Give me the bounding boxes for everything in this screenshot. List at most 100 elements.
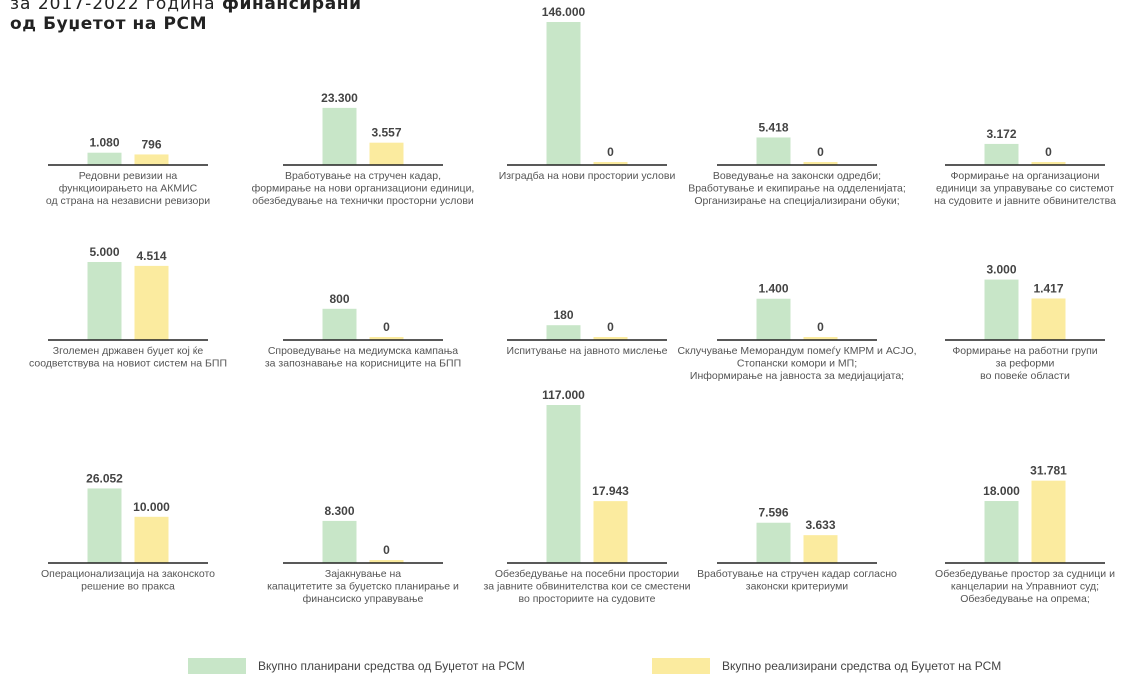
chart-4: 5.418 0 Воведување на законски одредби;Вра…	[688, 120, 906, 207]
value-label-realized-11: 10.000	[133, 500, 170, 514]
chart-11: 26.052 10.000 Операционализација на законс…	[41, 471, 215, 592]
caption-line-6-1: Зголемен државен буџет кој ќе	[53, 345, 204, 357]
bar-realized-9	[803, 337, 838, 340]
header-line1-light: за 2017-2022 година	[10, 0, 222, 14]
legend-swatch-planned	[188, 658, 246, 674]
bar-realized-4	[803, 162, 838, 165]
bar-planned-14	[756, 522, 791, 563]
value-label-planned-11: 26.052	[86, 471, 123, 485]
value-label-realized-12: 0	[383, 543, 390, 557]
value-label-planned-6: 5.000	[89, 245, 119, 259]
bar-planned-2	[322, 107, 357, 165]
value-label-planned-2: 23.300	[321, 91, 358, 105]
value-label-planned-14: 7.596	[758, 506, 788, 520]
bar-planned-9	[756, 298, 791, 340]
caption-line-8-1: Испитување на јавното мислење	[507, 345, 668, 357]
value-label-realized-8: 0	[607, 320, 614, 334]
bar-planned-8	[546, 325, 581, 340]
bar-realized-3	[593, 162, 628, 165]
value-label-planned-10: 3.000	[986, 263, 1016, 277]
bar-realized-11	[134, 516, 169, 563]
bar-planned-7	[322, 308, 357, 340]
caption-line-14-1: Вработување на стручен кадар согласно	[697, 568, 897, 580]
caption-line-7-1: Спроведување на медиумска кампања	[268, 345, 458, 357]
bar-planned-10	[984, 279, 1019, 340]
caption-line-1-2: функциоирањето на АКМИС	[59, 183, 198, 195]
chart-8: 180 0 Испитување на јавното мислење	[507, 308, 668, 357]
value-label-realized-2: 3.557	[371, 126, 401, 140]
caption-line-3-1: Изградба на нови простории услови	[499, 170, 676, 182]
caption-line-14-2: законски критериуми	[746, 581, 849, 593]
caption-line-15-3: Обезбедување на опрема;	[960, 593, 1090, 605]
value-label-realized-13: 17.943	[592, 484, 629, 498]
bar-realized-6	[134, 265, 169, 340]
caption-line-5-1: Формирање на организациони	[950, 170, 1099, 182]
caption-line-15-1: Обезбедување простор за судници и	[935, 568, 1115, 580]
bar-realized-7	[369, 337, 404, 340]
caption-line-4-1: Воведување на законски одредби;	[713, 170, 881, 182]
value-label-realized-1: 796	[141, 137, 161, 151]
bar-realized-2	[369, 142, 404, 165]
caption-line-10-1: Формирање на работни групи	[952, 345, 1097, 357]
bar-planned-12	[322, 520, 357, 563]
bar-planned-13	[546, 405, 581, 563]
bar-planned-3	[546, 22, 581, 165]
charts-canvas: 1.080 796 Редовни ревизии нафункциоирањето…	[29, 5, 1116, 605]
value-label-planned-13: 117.000	[542, 388, 585, 402]
caption-line-9-1: Склучување Меморандум помеѓу КМРМ и АСЈО…	[677, 345, 916, 357]
value-label-planned-9: 1.400	[758, 282, 788, 296]
legend-swatch-realized	[652, 658, 710, 674]
chart-6: 5.000 4.514 Зголемен државен буџет кој ќес…	[29, 245, 227, 370]
caption-line-13-2: за јавните обвинителства кои се сместени	[483, 581, 690, 593]
bar-planned-1	[87, 152, 122, 165]
caption-line-13-3: во просториите на судовите	[518, 593, 655, 605]
legend: Вкупно планирани средства од Буџетот на …	[0, 658, 1122, 680]
caption-line-11-1: Операционализација на законското	[41, 568, 215, 580]
caption-line-5-2: единици за управување со системот	[936, 183, 1114, 195]
header-line2-bold: од Буџетот на РСМ	[10, 14, 208, 34]
chart-13: 117.000 17.943 Обезбедување на посебни про…	[483, 388, 690, 605]
value-label-realized-3: 0	[607, 145, 614, 159]
value-label-realized-9: 0	[817, 320, 824, 334]
chart-3: 146.000 0 Изградба на нови простории услов…	[499, 5, 676, 182]
chart-15: 18.000 31.781 Обезбедување простор за судн…	[935, 464, 1115, 605]
bar-realized-14	[803, 535, 838, 563]
bar-realized-12	[369, 560, 404, 563]
caption-line-15-2: канцеларии на Управниот суд;	[951, 581, 1099, 593]
chart-9: 1.400 0 Склучување Меморандум помеѓу КМРМ …	[677, 282, 916, 382]
bar-planned-6	[87, 262, 122, 340]
caption-line-4-3: Организирање на специјализирани обуки;	[694, 195, 899, 207]
value-label-planned-1: 1.080	[89, 136, 119, 150]
caption-line-5-3: на судовите и јавните обвинителства	[934, 195, 1116, 207]
caption-line-2-1: Вработување на стручен кадар,	[285, 170, 441, 182]
caption-line-12-2: капацитетите за буџетско планирање и	[267, 581, 459, 593]
value-label-planned-7: 800	[329, 292, 349, 306]
value-label-planned-4: 5.418	[758, 120, 788, 134]
caption-line-1-3: од страна на независни ревизори	[46, 195, 210, 207]
value-label-realized-4: 0	[817, 145, 824, 159]
caption-line-12-1: Зајакнување на	[325, 568, 401, 580]
bar-realized-10	[1031, 298, 1066, 340]
value-label-planned-12: 8.300	[324, 504, 354, 518]
value-label-realized-15: 31.781	[1030, 464, 1067, 478]
value-label-planned-15: 18.000	[983, 484, 1020, 498]
header-line1-bold: финансирани	[222, 0, 362, 14]
caption-line-13-1: Обезбедување на посебни простории	[495, 568, 679, 580]
value-label-realized-14: 3.633	[805, 518, 835, 532]
chart-14: 7.596 3.633 Вработување на стручен кадар с…	[697, 506, 897, 593]
caption-line-10-3: во повеќе области	[980, 370, 1070, 382]
chart-1: 1.080 796 Редовни ревизии нафункциоирањето…	[46, 136, 210, 207]
caption-line-12-3: финансиско управување	[303, 593, 424, 605]
caption-line-11-2: решение во пракса	[81, 581, 175, 593]
bar-realized-15	[1031, 480, 1066, 563]
bar-realized-5	[1031, 162, 1066, 165]
caption-line-2-3: обезбедување на технички просторни услов…	[252, 195, 474, 207]
caption-line-4-2: Вработување и екипирање на одделенијата;	[688, 183, 906, 195]
value-label-realized-5: 0	[1045, 145, 1052, 159]
value-label-planned-5: 3.172	[986, 127, 1016, 141]
legend-item-planned: Вкупно планирани средства од Буџетот на …	[188, 658, 525, 674]
value-label-realized-7: 0	[383, 320, 390, 334]
caption-line-6-2: соодветствува на новиот систем на БПП	[29, 358, 227, 370]
